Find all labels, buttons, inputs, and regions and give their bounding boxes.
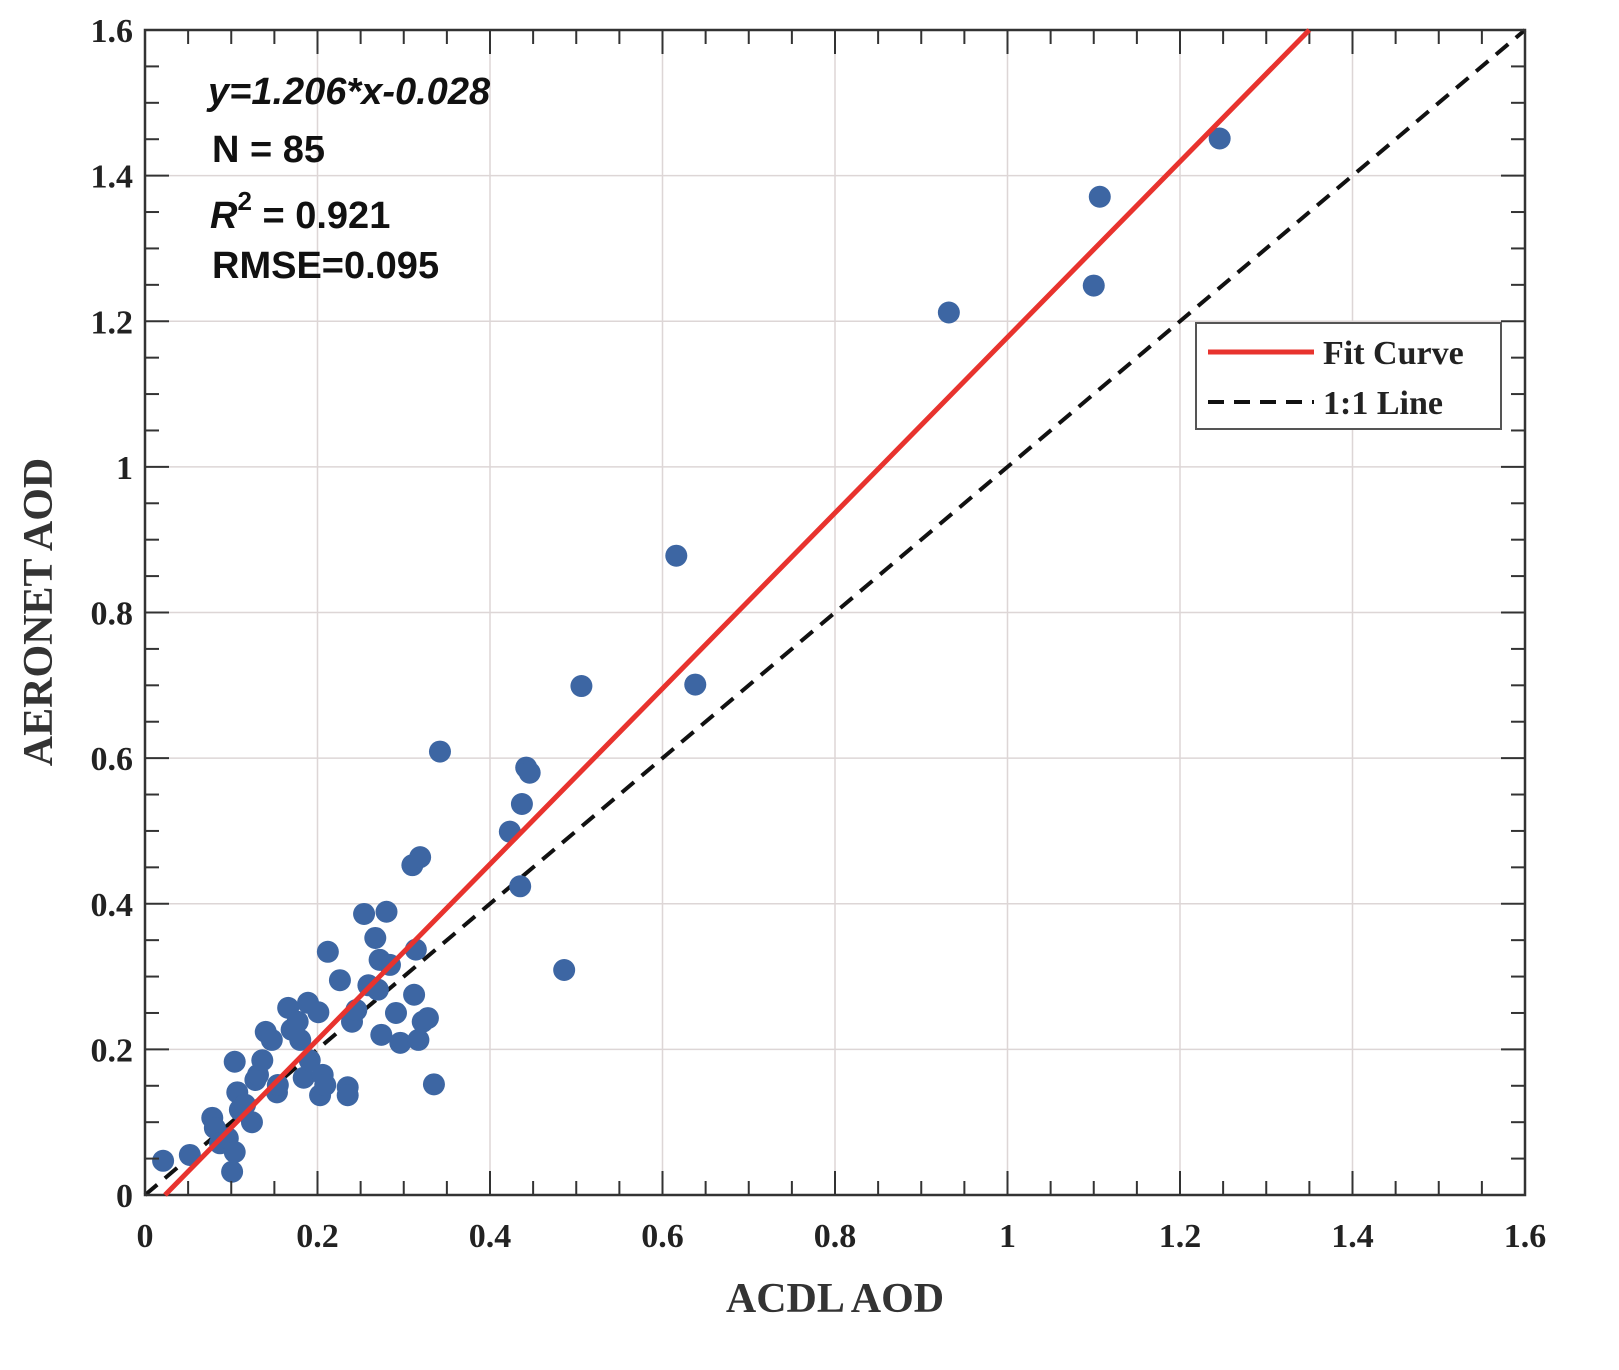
- data-point: [221, 1160, 244, 1183]
- data-point: [409, 846, 432, 869]
- data-point: [407, 1028, 430, 1051]
- data-points: [152, 127, 1231, 1183]
- data-point: [665, 544, 688, 567]
- fit-line: [163, 28, 1312, 1197]
- legend: Fit Curve 1:1 Line: [1195, 322, 1502, 430]
- legend-fit-label: Fit Curve: [1323, 335, 1464, 372]
- data-point: [223, 1050, 246, 1073]
- data-point: [251, 1049, 274, 1072]
- data-point: [260, 1028, 283, 1051]
- data-point: [240, 1111, 263, 1134]
- data-point: [286, 1010, 309, 1033]
- one-to-one-line: [143, 28, 1527, 1197]
- data-point: [370, 1023, 393, 1046]
- x-tick-label: 1.2: [1159, 1218, 1202, 1255]
- legend-1to1-label: 1:1 Line: [1323, 385, 1443, 422]
- data-point: [1208, 127, 1231, 150]
- data-point: [570, 675, 593, 698]
- data-point: [328, 969, 351, 992]
- x-tick-label: 0.2: [296, 1218, 339, 1255]
- y-tick-label: 1.4: [91, 159, 134, 196]
- data-point: [403, 983, 426, 1006]
- x-tick-label: 1: [999, 1218, 1016, 1255]
- data-point: [553, 959, 576, 982]
- r2-text: R2 = 0.921: [210, 186, 390, 237]
- data-point: [152, 1149, 175, 1172]
- data-point: [353, 902, 376, 925]
- data-point: [314, 1074, 337, 1097]
- data-point: [364, 926, 387, 949]
- data-point: [518, 761, 541, 784]
- x-axis-label: ACDL AOD: [726, 1276, 944, 1322]
- x-tick-label: 0: [137, 1218, 154, 1255]
- legend-box: [1195, 322, 1502, 430]
- y-tick-label: 0.4: [91, 887, 134, 924]
- x-tick-label: 1.6: [1504, 1218, 1547, 1255]
- data-point: [937, 301, 960, 324]
- n-text: N = 85: [212, 129, 325, 171]
- y-tick-label: 0: [116, 1178, 133, 1215]
- rmse-text: RMSE=0.095: [212, 245, 439, 287]
- data-point: [422, 1073, 445, 1096]
- data-point: [223, 1141, 246, 1164]
- data-point: [289, 1028, 312, 1051]
- data-point: [509, 875, 532, 898]
- data-point: [1082, 274, 1105, 297]
- data-point: [266, 1074, 289, 1097]
- data-point: [389, 1031, 412, 1054]
- data-point: [307, 1001, 330, 1024]
- x-tick-label: 1.4: [1331, 1218, 1374, 1255]
- data-point: [428, 740, 451, 763]
- data-point: [510, 792, 533, 815]
- data-point: [292, 1066, 315, 1089]
- y-tick-label: 1.2: [91, 304, 134, 341]
- y-tick-label: 0.8: [91, 596, 134, 633]
- data-point: [316, 940, 339, 963]
- data-point: [384, 1001, 407, 1024]
- y-axis-label: AERONET AOD: [16, 458, 62, 766]
- y-tick-label: 1: [116, 450, 133, 487]
- y-tick-label: 0.6: [91, 741, 134, 778]
- data-point: [375, 900, 398, 923]
- data-point: [1088, 185, 1111, 208]
- reference-lines: [143, 28, 1527, 1197]
- x-tick-label: 0.8: [814, 1218, 857, 1255]
- axis-ticks: 00 0.2 0.2 0.4 0.4 0.6 0.6 0.8 0.8 1 1 1.2 1.2 1.4 1.4…: [91, 13, 1547, 1255]
- data-point: [684, 673, 707, 696]
- x-tick-label: 0.6: [641, 1218, 684, 1255]
- stats-annotation: y=1.206*x-0.028 N = 85 R2 = 0.921 RMSE=0…: [206, 71, 491, 287]
- x-tick-label: 0.4: [469, 1218, 512, 1255]
- y-tick-label: 1.6: [91, 13, 134, 50]
- data-point: [416, 1007, 439, 1030]
- data-point: [336, 1084, 359, 1107]
- data-point: [178, 1143, 201, 1166]
- y-tick-label: 0.2: [91, 1032, 134, 1069]
- equation-text: y=1.206*x-0.028: [206, 71, 491, 113]
